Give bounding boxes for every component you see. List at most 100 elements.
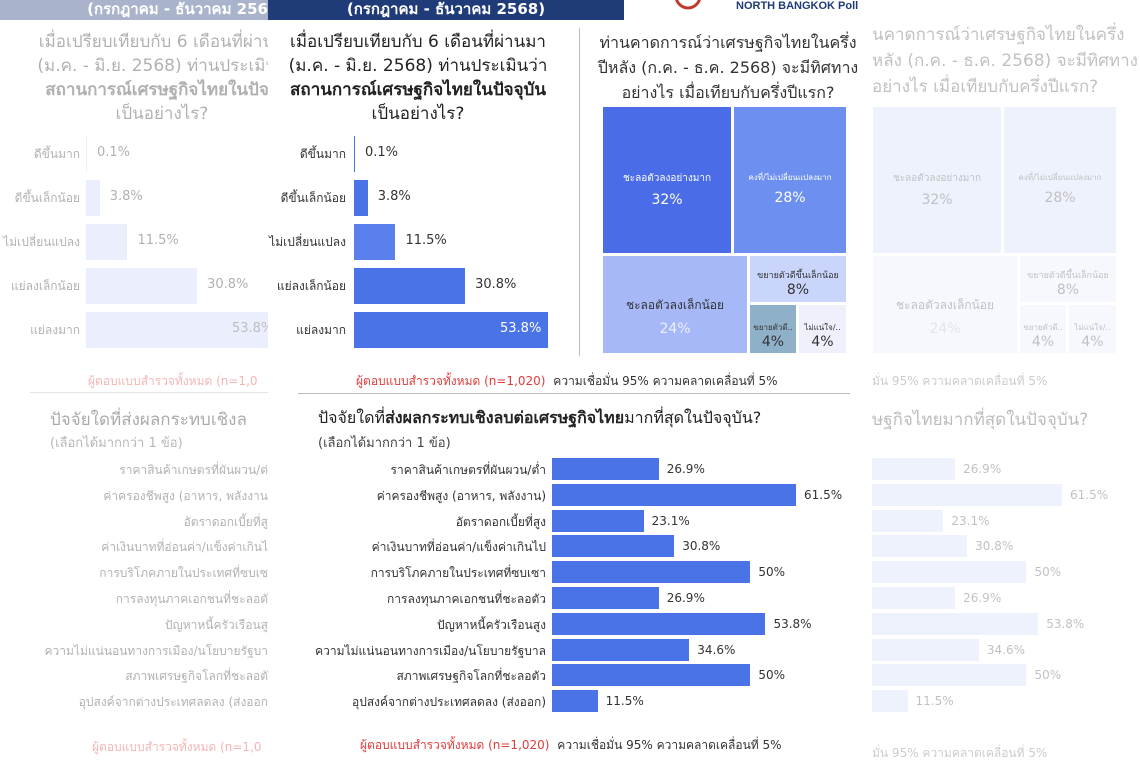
q3-category-label: ปัญหาหนี้ครัวเรือนสู	[164, 617, 268, 632]
q1-category-label: ไม่เปลี่ยนแปลง	[269, 235, 346, 249]
q3-category-label: การบริโภคภายในประเทศที่ซบเซา	[370, 566, 546, 581]
q2-treemap-cell: ชะลอตัวลงเล็กน้อย 24%	[602, 255, 748, 354]
q3-bar	[872, 483, 1062, 506]
ghost-right-q-line: นคาดการณ์ว่าเศรษฐกิจไทยในครึ่ง	[872, 25, 1125, 45]
ghost-left-q-line: สถานการณ์เศรษฐกิจไทยในปัจจ	[45, 80, 268, 100]
q2-treemap-cell-label: ชะลอตัวลงเล็กน้อย	[625, 298, 725, 312]
q2-treemap-cell: ขยายตัวดีขึ้นเล็กน้อย 8%	[749, 255, 847, 303]
q1-bar	[86, 136, 87, 172]
q3-category-label: ราคาสินค้าเกษตรที่ผันผวน/ต่ำ	[390, 463, 546, 477]
ghost-left-question: เมื่อเปรียบเทียบกับ 6 เดือนที่ผ่านม (ม.ค…	[12, 30, 268, 126]
q3-bar	[872, 664, 1027, 687]
ghost-right-q-line: หลัง (ก.ค. - ธ.ค. 2568) จะมีทิศทาง	[872, 51, 1138, 71]
q3-row: 61.5%	[872, 483, 1140, 506]
ghost-left-q-line: เป็นอย่างไร?	[115, 104, 209, 124]
q3-row: 23.1%	[872, 509, 1140, 532]
q3-category-label: ค่าครองชีพสูง (อาหาร, พลังงาน)	[376, 488, 546, 503]
q1-row: ไม่เปลี่ยนแปลง 11.5%	[268, 224, 868, 260]
q2-treemap-cell-label: ไม่แน่ใจ/..	[1074, 323, 1111, 332]
q2-title-line: อย่างไร เมื่อเทียบกับครึ่งปีแรก?	[621, 83, 835, 102]
q1-title-line: เมื่อเปรียบเทียบกับ 6 เดือนที่ผ่านมา	[290, 32, 546, 52]
q2-treemap-cell: ขยายตัวดี.. 4%	[1019, 304, 1067, 354]
ghost-right-footer: มั่น 95% ความคลาดเคลื่อนที่ 5%	[872, 374, 1048, 388]
q3-bar	[552, 483, 796, 506]
q1-title: เมื่อเปรียบเทียบกับ 6 เดือนที่ผ่านมา (ม.…	[268, 30, 568, 126]
q1-bar	[86, 268, 198, 304]
q2-treemap-cell-value: 24%	[659, 321, 691, 337]
q3-row: อุปสงค์จากต่างประเทศลดลง (ส่งออก	[0, 690, 268, 712]
footer-respondents: ผู้ตอบแบบสำรวจทั้งหมด (n=1,020)	[356, 374, 546, 388]
q3-row: ปัญหาหนี้ครัวเรือนสูง 53.8%	[268, 612, 872, 635]
q1-value-label: 0.1%	[97, 145, 131, 160]
ghost-right-q3-title: ษฐกิจไทยมากที่สุดในปัจจุบัน?	[872, 410, 1089, 430]
q2-title-line: ปีหลัง (ก.ค. - ธ.ค. 2568) จะมีทิศทาง	[597, 58, 859, 77]
q2-treemap-cell-value: 24%	[929, 321, 961, 337]
q2-treemap-cell-value: 8%	[1056, 282, 1080, 298]
ghost-left-period: (กรกฎาคม - ธันวาคม 256	[87, 0, 268, 18]
q2-treemap-cell-value: 4%	[761, 334, 785, 350]
q1-row: ดีขึ้นมาก 0.1%	[268, 136, 868, 172]
main-period: (กรกฎาคม - ธันวาคม 2568)	[346, 0, 546, 18]
q1-category-label: ดีขึ้นมาก	[33, 147, 80, 161]
q1-value-label: 30.8%	[207, 277, 249, 292]
q1-category-label: แย่ลงเล็กน้อย	[10, 279, 80, 293]
q3-category-label: ปัญหาหนี้ครัวเรือนสูง	[437, 617, 546, 632]
q2-title-line: ท่านคาดการณ์ว่าเศรษฐกิจไทยในครึ่ง	[599, 33, 857, 52]
q3-title-bold: ส่งผลกระทบเชิงลบต่อเศรษฐกิจไทย	[385, 408, 625, 427]
q1-value-label: 11.5%	[405, 233, 447, 248]
q3-bar	[552, 561, 751, 584]
q3-bar	[552, 587, 659, 609]
footer-top: ผู้ตอบแบบสำรวจทั้งหมด (n=1,020) ความเชื่…	[356, 372, 778, 391]
ghost-left-header: (กรกฎาคม - ธันวาคม 256	[0, 0, 268, 20]
q2-treemap-cell-value: 4%	[1031, 334, 1055, 350]
q3-category-label: การบริโภคภายในประเทศที่ซบเซ	[99, 566, 268, 581]
q1-value-label: 0.1%	[365, 145, 399, 160]
q1-value-label: 53.8%	[232, 321, 268, 336]
q3-bar	[552, 612, 766, 635]
q3-row: อัตราดอกเบี้ยที่สู	[0, 510, 268, 532]
q1-bar	[354, 180, 368, 216]
q3-bar	[552, 638, 690, 661]
ghost-left-footer: ผู้ตอบแบบสำรวจทั้งหมด (n=1,0	[88, 372, 258, 391]
q2-treemap-cell-value: 28%	[774, 190, 806, 206]
q3-row: 11.5%	[872, 690, 1140, 713]
q2-treemap-cell-label: ขยายตัวดีขึ้นเล็กน้อย	[1027, 271, 1109, 281]
q3-category-label: ความไม่แน่นอนทางการเมือง/นโยบายรัฐบา	[44, 643, 268, 658]
q3-bar	[872, 612, 1039, 635]
q3-row: ค่าเงินบาทที่อ่อนค่า/แข็งค่าเกินไป 30.8%	[268, 535, 872, 558]
q3-value-label: 34.6%	[986, 642, 1026, 657]
q3-row: สภาพเศรษฐกิจโลกที่ชะลอตั	[0, 664, 268, 686]
ghost-right-footer2: มั่น 95% ความคลาดเคลื่อนที่ 5%	[872, 746, 1048, 760]
q1-value-label: 3.8%	[377, 189, 411, 204]
ghost-left-q-line: (ม.ค. - มิ.ย. 2568) ท่านประเมินว	[37, 56, 268, 76]
q1-title-line: (ม.ค. - มิ.ย. 2568) ท่านประเมินว่า	[288, 56, 548, 76]
q3-bar	[552, 664, 751, 687]
q1-category-label: แย่ลงมาก	[30, 323, 80, 337]
q1-value-label: 30.8%	[475, 277, 517, 292]
q1-row: ไม่เปลี่ยนแปลง 11.5%	[0, 224, 268, 260]
q3-bar	[872, 587, 956, 609]
q3-row: ปัญหาหนี้ครัวเรือนสู	[0, 613, 268, 635]
q3-value-label: 30.8%	[975, 539, 1014, 554]
q3-category-label: การลงทุนภาคเอกชนที่ชะลอตั	[115, 592, 268, 606]
vertical-divider	[579, 28, 580, 356]
q1-value-label: 53.8%	[500, 321, 542, 336]
horizontal-divider	[298, 393, 850, 394]
q3-value-label: 50%	[758, 565, 786, 580]
q3-bar	[872, 690, 908, 713]
q2-treemap-cell: ไม่แน่ใจ/.. 4%	[1068, 304, 1117, 354]
q1-bar	[354, 312, 548, 348]
q3-bar	[872, 638, 979, 661]
q3-row: 30.8%	[872, 535, 1140, 558]
q3-category-label: สภาพเศรษฐกิจโลกที่ชะลอตัว	[396, 669, 546, 684]
q3-row: การลงทุนภาคเอกชนที่ชะลอตัว 26.9%	[268, 587, 872, 609]
q1-row: ดีขึ้นเล็กน้อย 3.8%	[268, 180, 868, 216]
q3-row: 50%	[872, 664, 1140, 687]
q3-row: ค่าครองชีพสูง (อาหาร, พลังงาน	[0, 484, 268, 506]
q3-row: 34.6%	[872, 638, 1140, 661]
q1-row: ดีขึ้นเล็กน้อย 3.8%	[0, 180, 268, 216]
q2-treemap-cell: ไม่แน่ใจ/.. 4%	[798, 304, 847, 354]
q3-row: ความไม่แน่นอนทางการเมือง/นโยบายรัฐบาล 34.…	[268, 638, 872, 661]
q2-treemap-cell-value: 32%	[651, 192, 683, 208]
q2-treemap-cell-label: คงที่/ไม่เปลี่ยนแปลงมาก	[1018, 173, 1102, 182]
